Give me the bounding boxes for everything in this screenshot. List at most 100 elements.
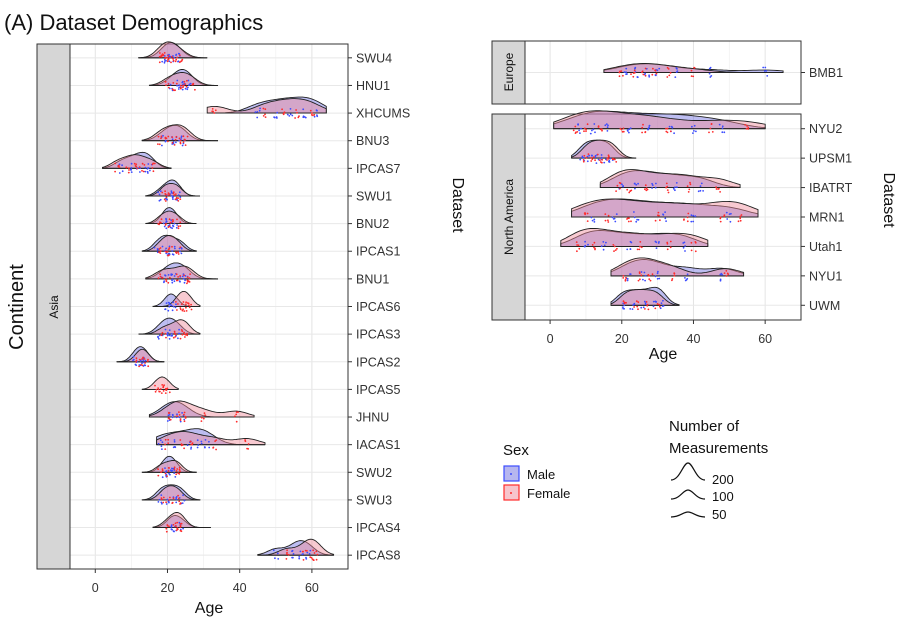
point-ipcas3-male — [167, 331, 169, 334]
y-tick-label-ipcas6: IPCAS6 — [356, 300, 401, 314]
point-ipcas2-male — [135, 364, 138, 367]
point-bnu2-male — [172, 225, 175, 228]
point-ipcas7-female — [142, 170, 145, 173]
point-bnu2-female — [157, 223, 160, 225]
point-swu3-female — [177, 497, 180, 500]
north-america-panel: North America NYU2UPSM1IBATRTMRN1Utah1NY… — [491, 110, 897, 363]
point-mrn1-male — [692, 220, 695, 223]
point-jhnu-female — [235, 411, 238, 413]
point-ipcas6-male — [172, 301, 175, 304]
point-bnu3-female — [167, 135, 170, 138]
point-swu1-male — [159, 190, 162, 193]
y-tick-label-swu2: SWU2 — [356, 466, 392, 480]
point-utah1-male — [630, 241, 633, 244]
point-iacas1-female — [244, 440, 247, 443]
point-ipcas1-female — [179, 246, 182, 249]
point-ipcas2-female — [138, 365, 141, 368]
female-legend-label: Female — [527, 486, 570, 501]
point-nyu1-male — [721, 273, 723, 276]
point-upsm1-male — [579, 158, 582, 161]
point-iacas1-male — [196, 446, 199, 449]
point-swu3-female — [162, 496, 165, 499]
point-upsm1-female — [606, 159, 608, 161]
point-swu3-male — [165, 503, 168, 505]
point-ibatrt-male — [655, 182, 657, 185]
point-bnu3-male — [180, 135, 183, 138]
point-ipcas1-female — [166, 251, 169, 253]
point-ipcas2-female — [144, 362, 147, 364]
point-bnu2-male — [165, 218, 168, 221]
count-legend-title-line1: Number of — [669, 418, 740, 435]
point-ipcas8-female — [286, 553, 288, 555]
point-jhnu-female — [179, 418, 182, 420]
point-nyu1-male — [640, 271, 643, 273]
point-iacas1-female — [215, 448, 218, 451]
point-ipcas7-female — [127, 167, 130, 170]
point-swu4-female — [172, 59, 175, 62]
point-mrn1-female — [627, 220, 630, 223]
point-nyu1-male — [684, 277, 686, 279]
point-upsm1-male — [581, 155, 584, 158]
point-ibatrt-male — [672, 187, 675, 190]
point-bmb1-male — [625, 67, 628, 70]
point-utah1-male — [603, 244, 606, 247]
point-ipcas2-female — [140, 363, 143, 366]
point-ipcas3-female — [173, 332, 176, 335]
north-america-y-axis-title: Dataset — [880, 172, 897, 228]
point-mrn1-female — [687, 212, 690, 215]
point-nyu2-male — [578, 129, 580, 132]
point-ipcas3-female — [183, 331, 186, 334]
asia-x-axis-title: Age — [195, 600, 224, 617]
point-ipcas4-female — [165, 530, 168, 533]
y-tick-label-bnu2: BNU2 — [356, 217, 389, 231]
point-bnu1-female — [161, 276, 164, 279]
point-iacas1-female — [164, 443, 167, 446]
point-nyu2-male — [693, 130, 695, 132]
point-bnu3-female — [173, 144, 176, 146]
point-nyu1-female — [640, 274, 643, 277]
point-upsm1-female — [599, 161, 602, 163]
point-bnu1-female — [186, 276, 189, 278]
point-hnu1-male — [186, 88, 189, 91]
point-ipcas3-male — [178, 328, 181, 331]
point-ipcas6-male — [168, 305, 171, 308]
point-ipcas7-male — [147, 163, 150, 165]
x-tick-label-40: 40 — [687, 332, 701, 346]
point-mrn1-female — [630, 220, 632, 223]
point-nyu2-female — [746, 125, 748, 127]
point-ipcas7-female — [152, 170, 155, 173]
point-bmb1-male — [634, 66, 637, 69]
point-ipcas5-female — [165, 389, 168, 392]
point-swu2-male — [170, 470, 173, 473]
point-hnu1-female — [174, 89, 177, 92]
point-ipcas1-female — [171, 245, 173, 248]
point-ipcas1-male — [180, 247, 183, 250]
point-nyu2-female — [665, 127, 667, 130]
point-nyu1-male — [626, 278, 629, 280]
point-ipcas1-female — [158, 248, 161, 250]
point-ipcas8-female — [301, 550, 304, 553]
point-nyu1-female — [727, 273, 730, 276]
point-swu1-female — [174, 198, 177, 201]
point-ipcas4-female — [165, 527, 168, 530]
point-swu4-female — [164, 57, 167, 60]
point-ibatrt-female — [629, 190, 632, 193]
point-hnu1-female — [186, 79, 188, 82]
point-swu2-female — [176, 468, 179, 470]
point-upsm1-female — [599, 159, 601, 162]
point-ipcas6-male — [168, 302, 171, 305]
point-bnu1-female — [186, 282, 188, 285]
point-swu2-female — [175, 473, 178, 476]
ridge-swu1-female — [145, 182, 200, 197]
point-iacas1-male — [186, 444, 189, 447]
point-ipcas7-male — [146, 170, 149, 173]
point-ipcas6-female — [188, 304, 190, 307]
point-swu2-female — [168, 467, 171, 469]
point-xhcums-female — [262, 115, 265, 117]
point-ipcas6-male — [174, 306, 177, 309]
x-tick-label-0: 0 — [547, 332, 554, 346]
point-iacas1-male — [208, 446, 211, 449]
point-bnu1-female — [183, 274, 185, 277]
point-ipcas3-female — [186, 332, 188, 335]
point-ipcas7-male — [144, 166, 147, 169]
